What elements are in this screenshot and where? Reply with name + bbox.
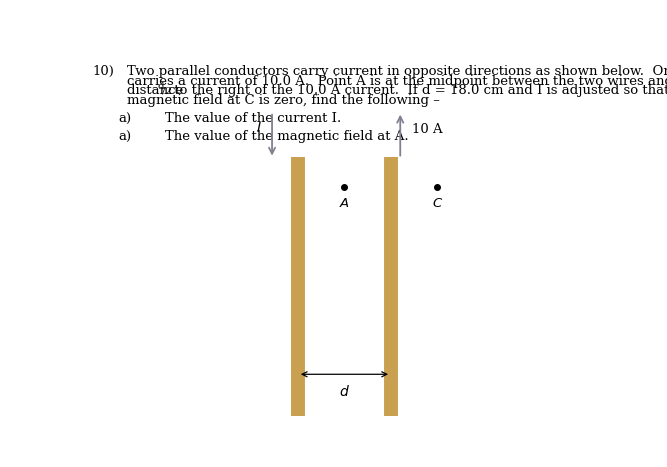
- Text: The value of the magnetic field at A.: The value of the magnetic field at A.: [165, 130, 409, 143]
- Text: Two parallel conductors carry current in opposite directions as shown below.  On: Two parallel conductors carry current in…: [127, 65, 667, 78]
- Text: magnetic field at C is zero, find the following –: magnetic field at C is zero, find the fo…: [127, 94, 440, 107]
- Text: $I$: $I$: [256, 121, 261, 135]
- Text: carries a current of 10.0 A.  Point A is at the midpoint between the two wires a: carries a current of 10.0 A. Point A is …: [127, 75, 667, 88]
- Text: 10): 10): [93, 65, 115, 78]
- Text: $d$: $d$: [339, 384, 350, 399]
- Text: /2: /2: [163, 86, 173, 95]
- Text: to the right of the 10.0 A current.  If d = 18.0 cm and I is adjusted so that th: to the right of the 10.0 A current. If d…: [170, 85, 667, 98]
- Text: a): a): [119, 130, 131, 143]
- Text: d: d: [157, 82, 164, 91]
- Text: $C$: $C$: [432, 197, 443, 210]
- Text: a): a): [119, 113, 131, 126]
- Text: The value of the current I.: The value of the current I.: [165, 113, 342, 126]
- Text: $A$: $A$: [339, 197, 350, 210]
- Text: 10 A: 10 A: [412, 123, 442, 136]
- Text: distance: distance: [127, 85, 188, 98]
